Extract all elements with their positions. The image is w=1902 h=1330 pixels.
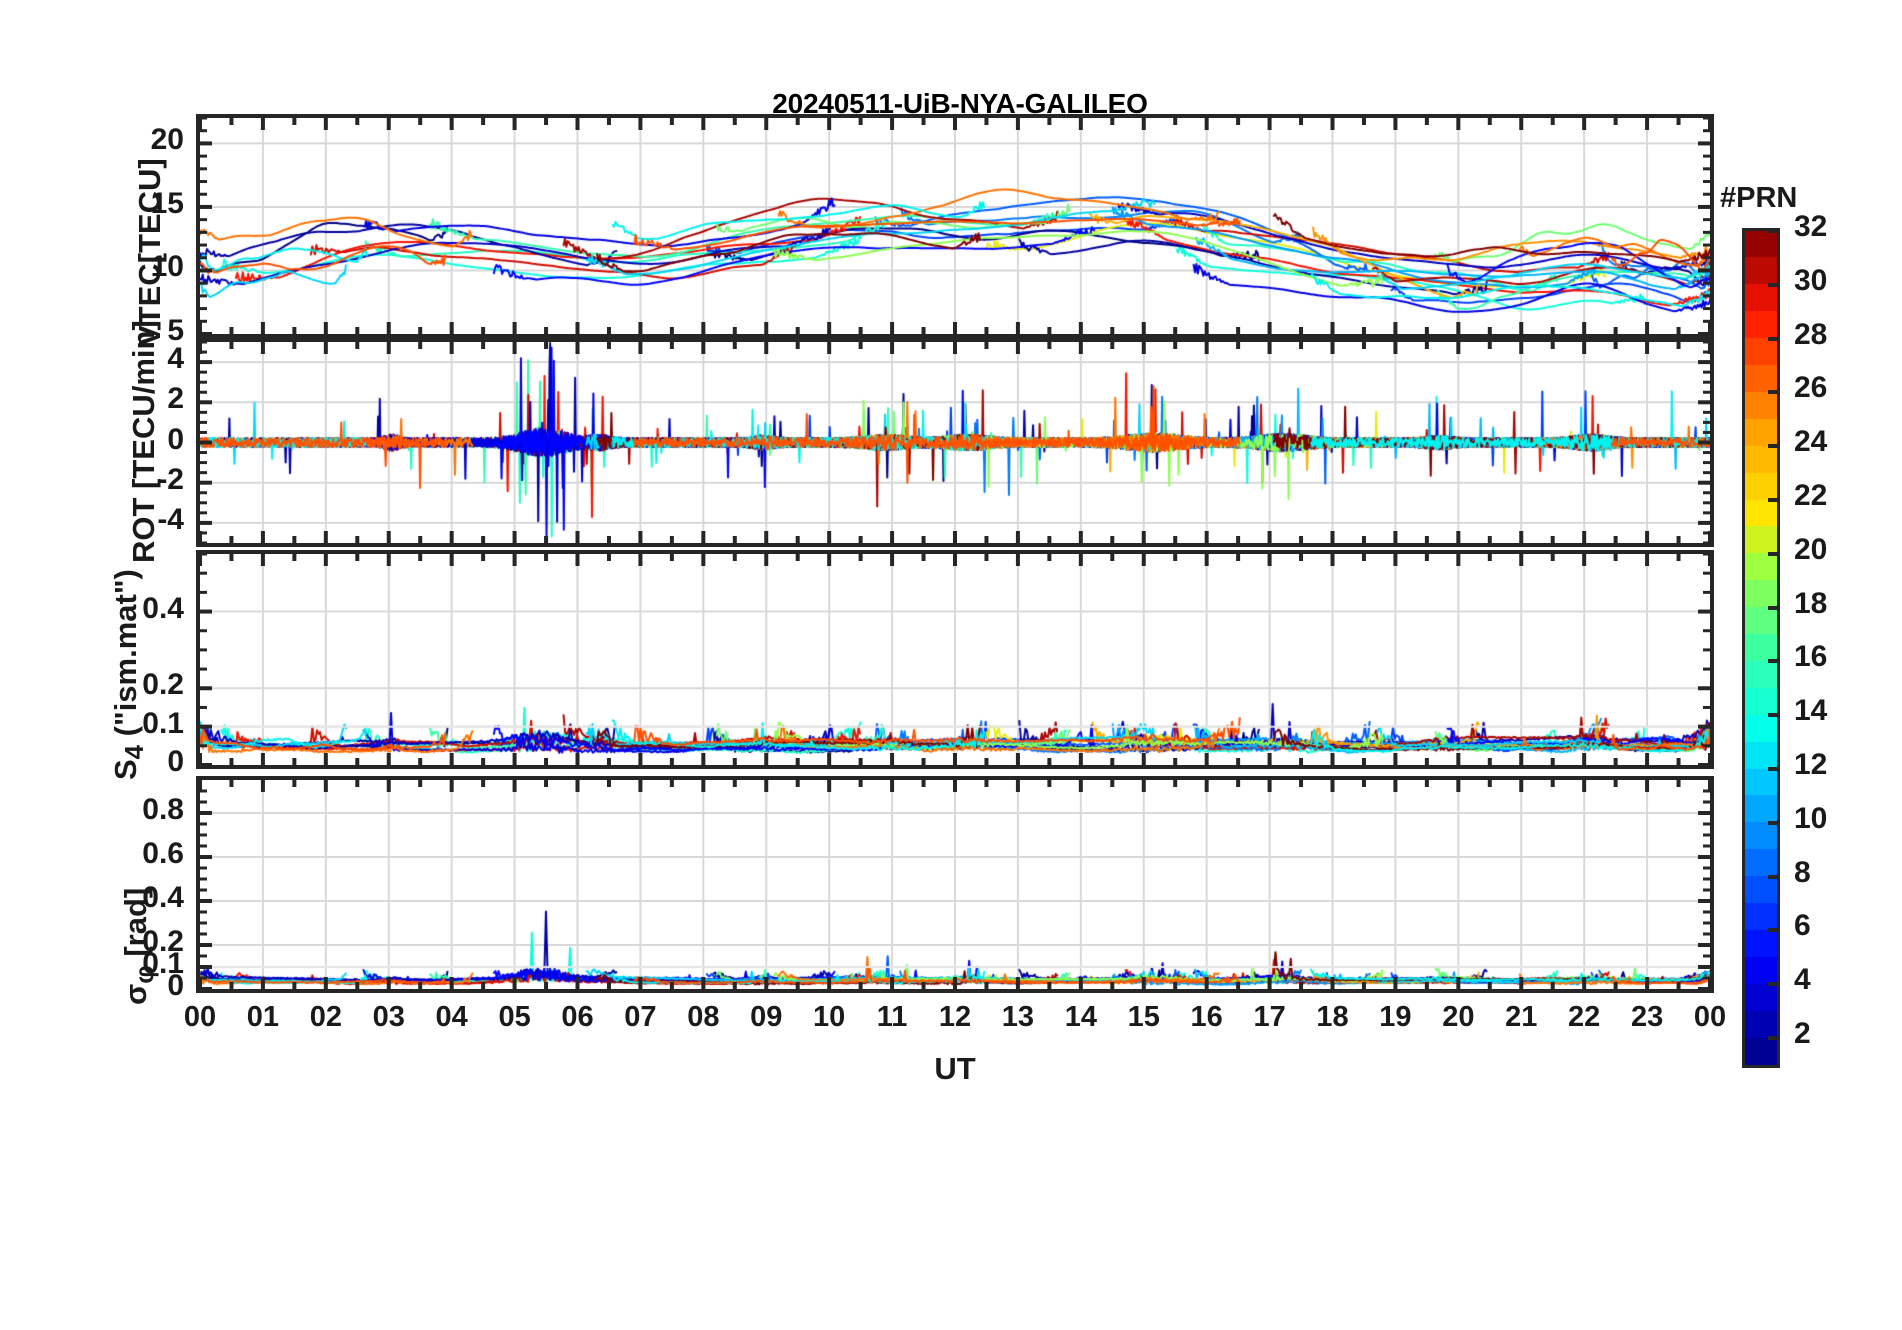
colorbar-tick-mark-4	[1768, 820, 1780, 825]
page-title: 20240511-UiB-NYA-GALILEO	[772, 88, 1148, 119]
colorbar-tick-label-1: 4	[1794, 963, 1811, 997]
colorbar-tick-label-12: 26	[1794, 371, 1828, 405]
y-tick-label-s4-1: 0.1	[142, 706, 184, 740]
colorbar-tick-mark-13	[1768, 336, 1780, 341]
x-tick-label-6: 06	[561, 1001, 594, 1033]
y-tick-label-rot-3: 2	[167, 382, 184, 416]
x-tick-label-16: 16	[1190, 1001, 1223, 1033]
plot-panel-vtec	[196, 114, 1714, 338]
x-tick-label-3: 03	[372, 1001, 405, 1033]
colorbar-tick-label-0: 2	[1794, 1017, 1811, 1051]
y-tick-label-sigma_phi-2: 0.2	[142, 925, 184, 958]
colorbar-tick-mark-8	[1768, 605, 1780, 610]
data-traces-rot	[200, 342, 1710, 543]
colorbar-tick-label-14: 30	[1794, 263, 1828, 297]
colorbar-tick-label-7: 16	[1794, 640, 1828, 674]
colorbar-tick-label-10: 22	[1794, 479, 1828, 513]
x-tick-label-8: 08	[687, 1001, 720, 1033]
y-tick-label-vtec-2: 15	[150, 186, 184, 220]
y-tick-label-rot-0: -4	[157, 502, 184, 536]
x-tick-label-1: 01	[246, 1001, 280, 1033]
x-tick-label-22: 22	[1568, 1001, 1601, 1033]
x-tick-label-15: 15	[1127, 1001, 1160, 1033]
plot-panel-sigma_phi	[196, 776, 1714, 993]
y-tick-label-sigma_phi-4: 0.6	[142, 837, 184, 870]
colorbar-gradient	[1745, 231, 1777, 1065]
colorbar-tick-label-3: 8	[1794, 855, 1811, 889]
x-tick-label-2: 02	[309, 1001, 342, 1033]
x-tick-label-18: 18	[1316, 1001, 1349, 1033]
colorbar-tick-mark-11	[1768, 444, 1780, 449]
colorbar	[1742, 228, 1780, 1068]
colorbar-tick-mark-10	[1768, 498, 1780, 503]
colorbar-tick-mark-6	[1768, 713, 1780, 718]
x-tick-label-17: 17	[1253, 1001, 1286, 1033]
colorbar-tick-mark-14	[1768, 282, 1780, 287]
colorbar-tick-mark-0	[1768, 1036, 1780, 1041]
y-tick-label-s4-0: 0	[167, 745, 184, 778]
colorbar-tick-mark-5	[1768, 767, 1780, 772]
colorbar-tick-label-4: 10	[1794, 801, 1828, 835]
colorbar-title: #PRN	[1720, 182, 1798, 214]
y-tick-label-rot-1: -2	[157, 462, 184, 496]
data-traces-sigma_phi	[200, 780, 1710, 989]
colorbar-tick-label-6: 14	[1794, 694, 1828, 728]
data-traces-vtec	[200, 118, 1710, 334]
plot-panel-s4	[196, 550, 1714, 769]
x-axis-label: UT	[934, 1051, 976, 1086]
colorbar-tick-label-11: 24	[1794, 425, 1828, 459]
plot-panel-rot	[196, 338, 1714, 547]
y-tick-label-sigma_phi-1: 0.1	[142, 947, 184, 980]
colorbar-tick-mark-2	[1768, 928, 1780, 933]
x-tick-label-11: 11	[876, 1001, 908, 1033]
y-tick-label-sigma_phi-3: 0.4	[142, 881, 184, 914]
x-tick-label-12: 12	[938, 1001, 972, 1033]
y-tick-label-rot-4: 4	[167, 342, 184, 376]
colorbar-tick-mark-12	[1768, 390, 1780, 395]
colorbar-tick-mark-7	[1768, 659, 1780, 664]
y-tick-label-vtec-1: 10	[150, 250, 184, 284]
colorbar-tick-label-2: 6	[1794, 909, 1811, 943]
x-tick-label-21: 21	[1505, 1001, 1538, 1033]
x-tick-label-9: 09	[750, 1001, 783, 1033]
colorbar-tick-label-13: 28	[1794, 317, 1828, 351]
y-axis-label-sigma_phi: σφ [rad]	[118, 887, 160, 1005]
y-tick-label-s4-2: 0.2	[142, 668, 184, 702]
colorbar-tick-label-15: 32	[1794, 210, 1828, 243]
colorbar-tick-mark-3	[1768, 874, 1780, 879]
y-axis-label-s4: S4 ("ism.mat")	[108, 568, 150, 780]
colorbar-tick-mark-1	[1768, 982, 1780, 987]
y-axis-label-rot: ROT [TECU/min]	[126, 319, 161, 563]
x-tick-label-0: 00	[183, 1001, 217, 1033]
colorbar-tick-mark-9	[1768, 551, 1780, 556]
x-tick-label-5: 05	[498, 1001, 531, 1033]
data-traces-s4	[200, 554, 1710, 765]
x-tick-label-13: 13	[1001, 1001, 1035, 1033]
x-tick-label-24: 00	[1693, 1001, 1727, 1033]
colorbar-tick-label-5: 12	[1794, 748, 1828, 782]
y-tick-label-sigma_phi-5: 0.8	[142, 793, 184, 826]
x-tick-label-10: 10	[813, 1001, 846, 1033]
x-tick-label-4: 04	[435, 1001, 468, 1033]
y-tick-label-sigma_phi-0: 0	[167, 969, 184, 1002]
colorbar-tick-label-9: 20	[1794, 532, 1828, 566]
y-tick-label-vtec-3: 20	[150, 123, 184, 157]
x-tick-label-23: 23	[1630, 1001, 1664, 1033]
colorbar-tick-label-8: 18	[1794, 586, 1828, 620]
x-tick-label-19: 19	[1379, 1001, 1412, 1033]
colorbar-tick-mark-15	[1768, 229, 1780, 233]
x-tick-label-7: 07	[624, 1001, 657, 1033]
y-tick-label-vtec-0: 5	[167, 314, 184, 347]
y-tick-label-s4-3: 0.4	[142, 591, 184, 625]
y-axis-label-vtec: VTEC[TECU]	[132, 158, 167, 346]
y-tick-label-rot-2: 0	[167, 422, 184, 456]
x-tick-label-14: 14	[1064, 1001, 1097, 1033]
x-tick-label-20: 20	[1442, 1001, 1475, 1033]
